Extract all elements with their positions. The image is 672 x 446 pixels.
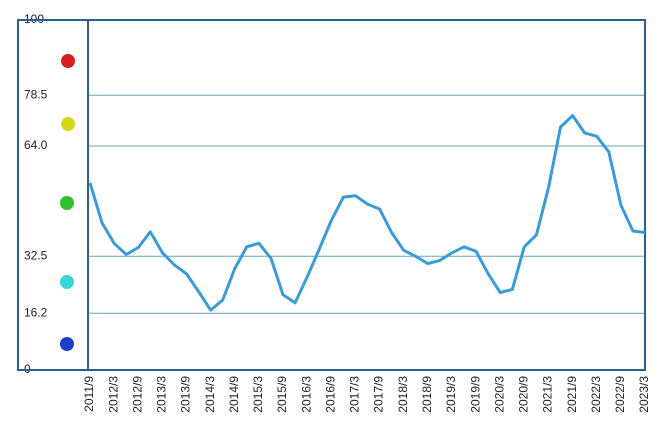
x-tick-label: 2022/9: [613, 376, 627, 413]
x-tick-label: 2016/3: [299, 376, 313, 413]
x-tick-label: 2012/3: [106, 376, 120, 413]
x-tick-label: 2020/9: [517, 376, 531, 413]
x-tick-label: 2014/3: [203, 376, 217, 413]
x-tick-label: 2023/3: [637, 376, 651, 413]
x-tick-label: 2013/9: [179, 376, 193, 413]
x-tick-label: 2015/9: [275, 376, 289, 413]
x-tick-label: 2017/9: [372, 376, 386, 413]
cyan-light: [60, 275, 74, 289]
y-tick-label: 64.0: [24, 138, 48, 152]
x-tick-label: 2021/9: [565, 376, 579, 413]
x-tick-label: 2018/9: [420, 376, 434, 413]
red-light: [61, 54, 75, 68]
x-tick-label: 2012/9: [130, 376, 144, 413]
frame: [17, 19, 646, 371]
y-tick-label: 32.5: [24, 248, 48, 262]
x-tick-label: 2020/3: [492, 376, 506, 413]
x-tick-label: 2022/3: [589, 376, 603, 413]
x-tick-label: 2014/9: [227, 376, 241, 413]
x-tick-label: 2019/3: [444, 376, 458, 413]
blue-light: [60, 337, 74, 351]
x-tick-label: 2018/3: [396, 376, 410, 413]
x-tick-label: 2015/3: [251, 376, 265, 413]
x-tick-label: 2021/3: [541, 376, 555, 413]
x-tick-label: 2017/3: [348, 376, 362, 413]
x-tick-label: 2019/9: [468, 376, 482, 413]
signal-lights: [60, 54, 75, 351]
green-light: [60, 196, 74, 210]
y-tick-label: 78.5: [24, 87, 48, 101]
y-tick-label: 16.2: [24, 305, 48, 319]
x-tick-label: 2011/9: [82, 376, 96, 412]
x-tick-label: 2016/9: [323, 376, 337, 413]
x-tick-label: 2013/3: [155, 376, 169, 413]
data-line: [88, 114, 646, 312]
yellow-light: [61, 117, 75, 131]
